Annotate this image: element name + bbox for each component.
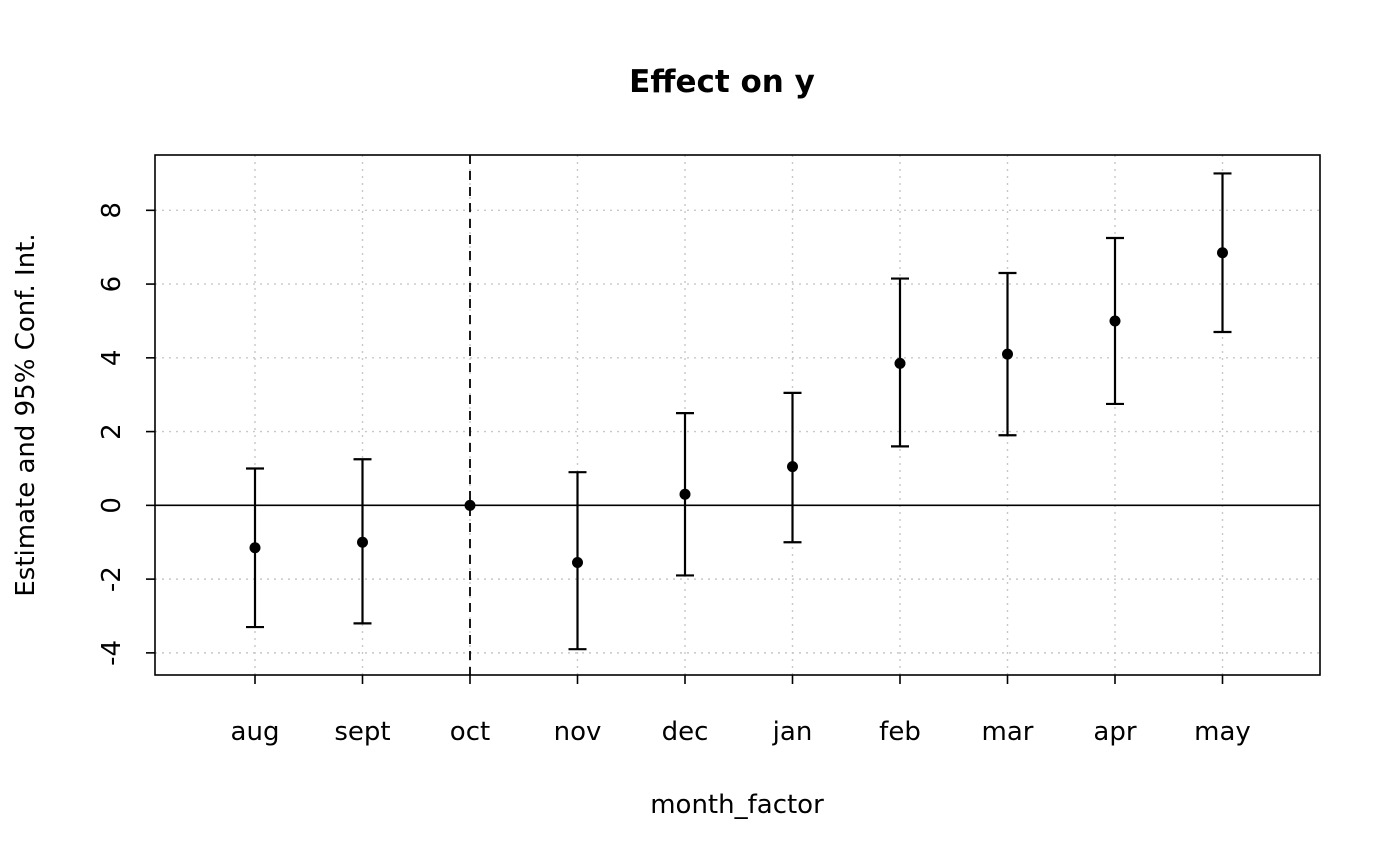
- point-marker: [894, 357, 906, 369]
- x-tick-label: apr: [1093, 717, 1136, 747]
- plot-layer: -4 -2 0 2 4 6 8 aug sept oct nov dec jan feb mar apr may: [97, 154, 1321, 747]
- x-tick-label: mar: [982, 717, 1034, 747]
- x-tick-label: jan: [772, 717, 813, 747]
- chart-title: Effect on y: [629, 64, 815, 100]
- point-marker: [572, 557, 583, 569]
- point-marker: [1109, 315, 1121, 327]
- x-tick-label: aug: [231, 717, 280, 747]
- y-tick-label: -4: [97, 640, 127, 666]
- y-tick-label: 4: [97, 350, 127, 367]
- plot-box: [154, 154, 1321, 676]
- point-marker: [679, 488, 691, 500]
- x-tick-label: feb: [879, 717, 921, 747]
- x-tick-label: dec: [662, 717, 709, 747]
- point-marker: [787, 461, 798, 473]
- x-axis-title: month_factor: [650, 790, 824, 820]
- x-tick-label: oct: [450, 717, 490, 747]
- x-tick-label: may: [1194, 717, 1251, 747]
- point-marker: [1217, 247, 1228, 259]
- point-marker: [464, 499, 476, 511]
- x-tick-label: sept: [334, 717, 390, 747]
- x-tick-label: nov: [554, 717, 602, 747]
- y-tick-label: 0: [97, 497, 127, 514]
- y-tick-label: 8: [97, 202, 127, 219]
- y-tick-label: 6: [97, 276, 127, 293]
- y-tick-label: 2: [97, 423, 127, 440]
- y-tick-label: -2: [97, 566, 127, 592]
- point-marker: [249, 542, 261, 554]
- y-axis-title: Estimate and 95% Conf. Int.: [11, 233, 41, 596]
- point-marker: [1002, 348, 1013, 360]
- point-marker: [357, 536, 368, 548]
